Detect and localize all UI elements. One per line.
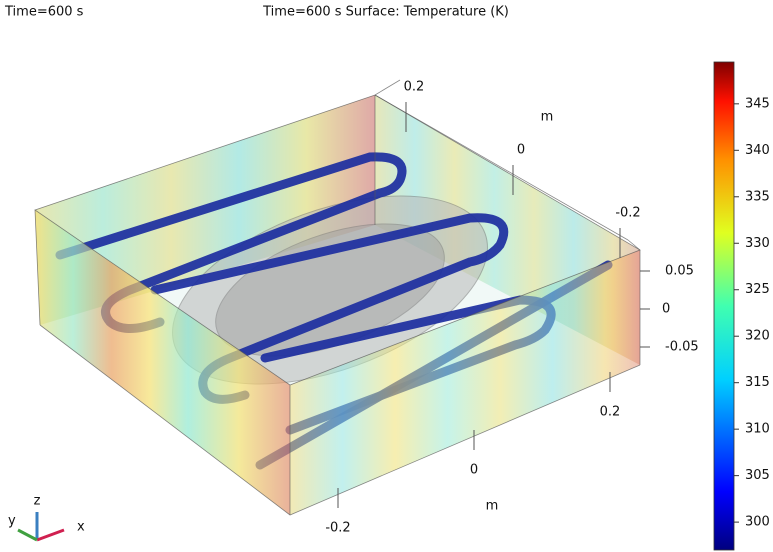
- x-tick-label: 0.2: [600, 405, 621, 420]
- colorbar: [714, 62, 734, 550]
- colorbar-tick-label: 300: [745, 515, 770, 530]
- z-tick-label: 0.05: [665, 264, 694, 279]
- x-tick-label: -0.2: [325, 521, 350, 536]
- colorbar-tick-label: 315: [745, 375, 770, 390]
- colorbar-tick-label: 345: [745, 96, 770, 111]
- y-tick-label: -0.2: [615, 206, 640, 221]
- colorbar-tick-label: 330: [745, 236, 770, 251]
- colorbar-tick-label: 340: [745, 143, 770, 158]
- triad-label: x: [77, 520, 85, 535]
- model: [35, 80, 640, 515]
- chart: Time=600 s Time=600 s Surface: Temperatu…: [0, 0, 773, 552]
- subtitle: Time=600 s Surface: Temperature (K): [262, 5, 509, 20]
- triad: [18, 512, 64, 540]
- y-axis-label: m: [541, 110, 554, 125]
- x-axis-label: m: [486, 499, 499, 514]
- colorbar-tick-label: 310: [745, 422, 770, 437]
- colorbar-tick-label: 335: [745, 189, 770, 204]
- z-tick-label: -0.05: [665, 340, 699, 355]
- z-tick-label: 0: [662, 302, 670, 317]
- title: Time=600 s: [4, 5, 84, 20]
- x-tick-label: 0: [470, 463, 478, 478]
- colorbar-tick-label: 305: [745, 468, 770, 483]
- triad-label: z: [34, 494, 41, 509]
- y-tick-label: 0.2: [404, 80, 425, 95]
- colorbar-tick-label: 325: [745, 282, 770, 297]
- colorbar-tick-label: 320: [745, 329, 770, 344]
- triad-label: y: [8, 514, 16, 529]
- y-tick-label: 0: [517, 143, 525, 158]
